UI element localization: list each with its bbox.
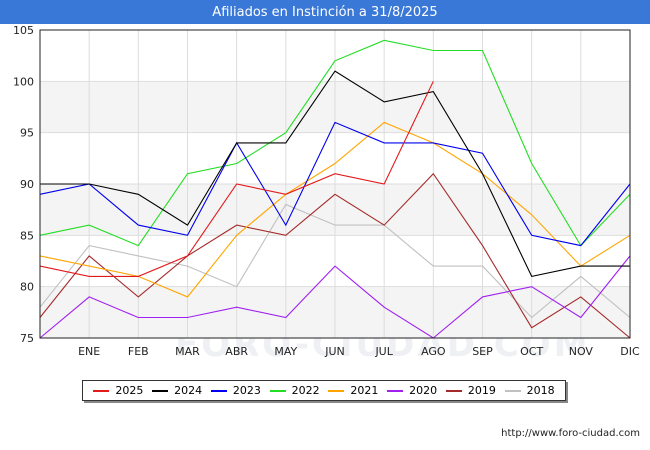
series-line-2018 bbox=[39, 203, 631, 319]
x-tick-label: ENE bbox=[78, 345, 100, 358]
legend-label: 2020 bbox=[409, 384, 438, 397]
chart-title: Afiliados en Instinción a 31/8/2025 bbox=[0, 0, 650, 24]
series-line-2024 bbox=[40, 70, 630, 278]
legend-swatch bbox=[328, 389, 345, 392]
y-tick-label: 90 bbox=[20, 178, 34, 191]
y-tick-label: 80 bbox=[20, 281, 34, 294]
chart-title-text: Afiliados en Instinción a 31/8/2025 bbox=[212, 4, 438, 20]
legend-label: 2025 bbox=[115, 384, 144, 397]
line-chart: 75 80 85 90 95 100 105 ENE FEB MAR ABR MAY JUN JUL AGO… bbox=[13, 24, 640, 358]
legend-label: 2023 bbox=[232, 384, 261, 397]
x-tick-label: JUL bbox=[374, 345, 393, 358]
legend-swatch bbox=[387, 389, 404, 392]
x-tick-label: MAR bbox=[175, 345, 200, 358]
legend-item-2023: 2023 bbox=[210, 384, 261, 397]
legend-swatch bbox=[93, 389, 110, 392]
y-tick-label: 85 bbox=[20, 229, 34, 242]
legend-swatch bbox=[504, 389, 521, 392]
legend-label: 2022 bbox=[291, 384, 320, 397]
x-tick-label: FEB bbox=[128, 345, 149, 358]
series-line-2022 bbox=[39, 39, 631, 247]
series-line-2023 bbox=[39, 121, 631, 247]
plot-border bbox=[39, 29, 631, 339]
x-tick-label: AGO bbox=[421, 345, 446, 358]
y-tick-label: 100 bbox=[13, 75, 34, 88]
legend-swatch bbox=[210, 389, 227, 392]
y-tick-label: 95 bbox=[20, 127, 34, 140]
legend-item-2025: 2025 bbox=[93, 384, 143, 397]
legend-label: 2021 bbox=[350, 384, 379, 397]
legend-item-2019: 2019 bbox=[445, 384, 496, 397]
x-tick-label: JUN bbox=[324, 345, 345, 358]
x-tick-label: NOV bbox=[569, 345, 594, 358]
legend-label: 2018 bbox=[526, 384, 555, 397]
legend-item-2021: 2021 bbox=[328, 384, 378, 397]
series-line-2020 bbox=[39, 255, 631, 339]
legend-label: 2019 bbox=[467, 384, 496, 397]
legend-swatch bbox=[445, 389, 462, 392]
legend-item-2018: 2018 bbox=[504, 384, 555, 397]
legend-label: 2024 bbox=[174, 384, 203, 397]
legend-item-2024: 2024 bbox=[152, 384, 202, 397]
chart-legend: 2025 2024 2023 2022 2021 2020 2019 2018 bbox=[82, 380, 566, 401]
x-tick-label: DIC bbox=[620, 345, 640, 358]
y-tick-label: 105 bbox=[13, 24, 34, 37]
legend-item-2022: 2022 bbox=[269, 384, 320, 397]
x-tick-label: SEP bbox=[472, 345, 493, 358]
x-tick-label: OCT bbox=[520, 345, 543, 358]
legend-item-2020: 2020 bbox=[387, 384, 437, 397]
y-tick-label: 75 bbox=[20, 332, 34, 345]
source-url: http://www.foro-ciudad.com bbox=[501, 428, 640, 439]
series-line-2019 bbox=[39, 172, 631, 339]
x-tick-label: ABR bbox=[225, 345, 248, 358]
legend-swatch bbox=[269, 389, 286, 392]
series-line-2025 bbox=[39, 81, 434, 277]
legend-swatch bbox=[152, 389, 169, 392]
x-tick-label: MAY bbox=[274, 345, 297, 358]
